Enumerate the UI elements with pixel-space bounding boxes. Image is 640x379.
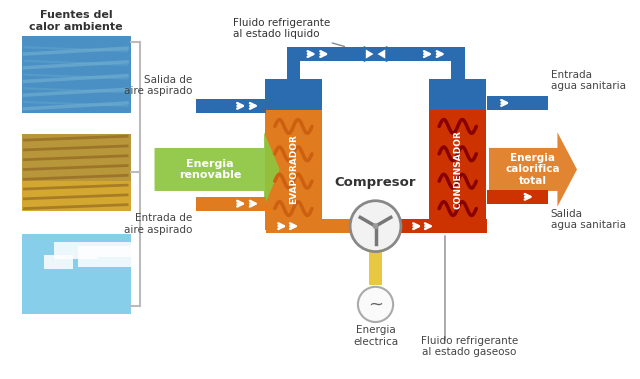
Bar [451,47,465,81]
Bar [22,36,131,113]
Bar [266,219,350,233]
Text: Fluido refrigerante
al estado liquido: Fluido refrigerante al estado liquido [233,18,344,47]
Bar [196,99,266,113]
Text: Energia
electrica: Energia electrica [353,325,398,346]
Polygon shape [365,48,376,61]
Text: Entrada de
aire aspirado: Entrada de aire aspirado [124,213,193,235]
Text: Energia
renovable: Energia renovable [179,159,241,180]
Bar [22,181,131,210]
Bar [78,246,132,267]
Text: Energia
calorifica
total: Energia calorifica total [506,153,560,186]
Circle shape [350,201,401,252]
Polygon shape [154,132,280,207]
Bar [22,234,131,314]
Bar [429,78,486,110]
Bar [196,197,266,210]
Bar [54,242,98,259]
Text: Fuentes del
calor ambiente: Fuentes del calor ambiente [29,10,123,31]
Bar [44,255,74,269]
Bar [265,78,322,230]
Bar [22,134,131,210]
Bar [98,242,137,257]
Bar [293,47,458,61]
Bar [429,78,486,230]
Bar [287,47,300,81]
Polygon shape [489,132,577,207]
Bar [265,78,322,110]
Circle shape [358,287,393,322]
Bar [487,190,548,204]
Text: Compresor: Compresor [335,176,416,189]
Bar [369,252,382,285]
Text: Entrada
agua sanitaria: Entrada agua sanitaria [550,70,625,91]
Text: ~: ~ [368,295,383,313]
Bar [487,96,548,110]
Bar [401,219,487,233]
Text: EVAPORADOR: EVAPORADOR [289,135,298,204]
Circle shape [372,223,378,229]
Polygon shape [376,48,387,61]
Text: Fluido refrigerante
al estado gaseoso: Fluido refrigerante al estado gaseoso [420,336,518,357]
Text: Salida
agua sanitaria: Salida agua sanitaria [550,208,625,230]
Text: Salida de
aire aspirado: Salida de aire aspirado [124,75,193,96]
Text: CONDENSADOR: CONDENSADOR [453,130,462,209]
